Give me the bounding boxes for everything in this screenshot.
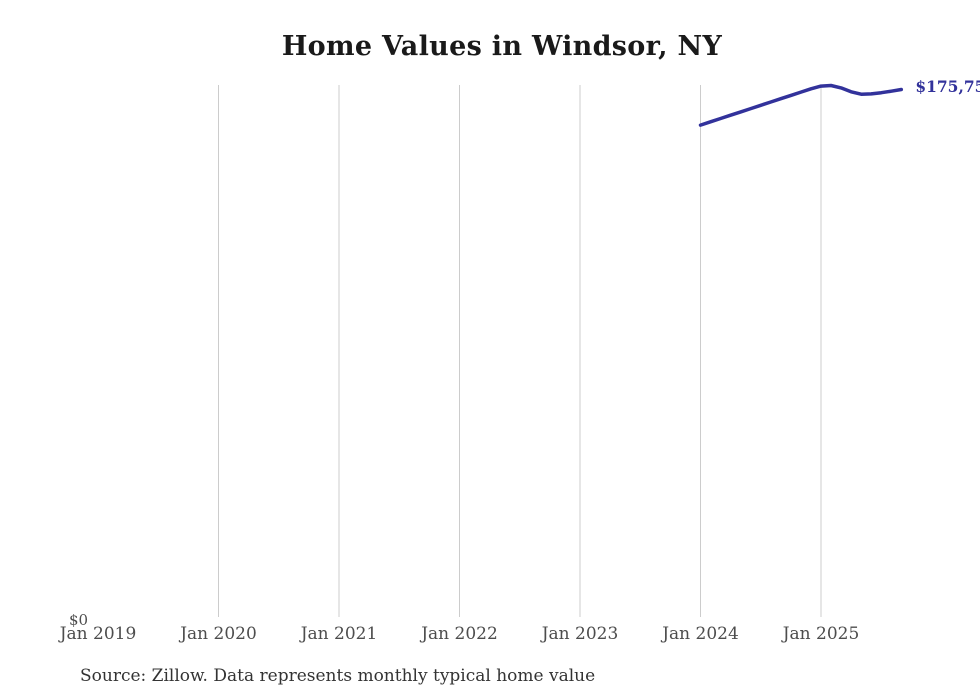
x-axis-tick-label: Jan 2025 [781, 624, 860, 644]
x-axis-tick-label: Jan 2023 [540, 624, 619, 644]
source-note: Source: Zillow. Data represents monthly … [80, 666, 596, 686]
x-axis-tick-label: Jan 2019 [58, 624, 137, 644]
chart-title: Home Values in Windsor, NY [281, 31, 723, 62]
x-axis-tick-label: Jan 2022 [419, 624, 498, 644]
end-value-label: $175,755 [915, 77, 980, 96]
x-axis-tick-label: Jan 2021 [299, 624, 378, 644]
x-axis-tick-label: Jan 2020 [178, 624, 257, 644]
home-value-line [698, 83, 904, 127]
x-axis-tick-label: Jan 2024 [660, 624, 739, 644]
y-zero-label: $0 [69, 611, 88, 629]
